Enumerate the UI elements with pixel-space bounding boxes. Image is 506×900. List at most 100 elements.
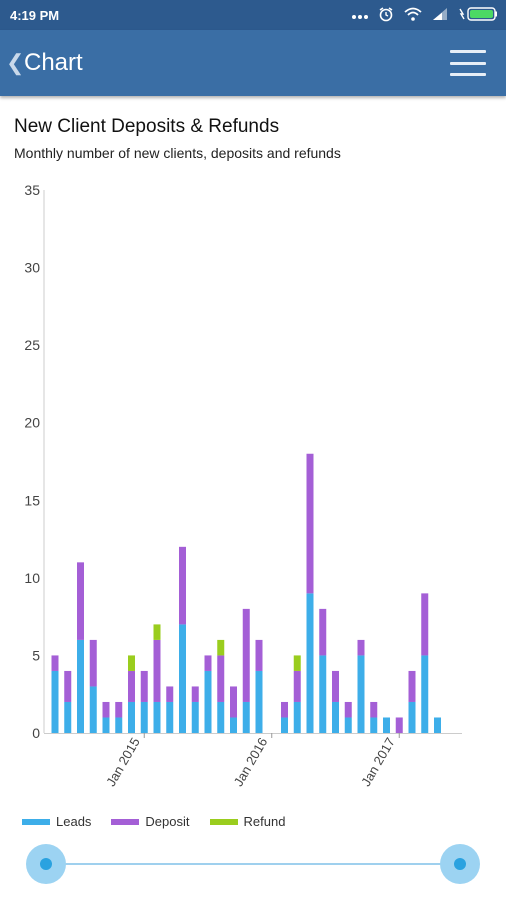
bar-deposit bbox=[191, 686, 199, 702]
y-tick-label: 30 bbox=[24, 260, 40, 276]
legend-swatch-leads bbox=[22, 818, 50, 825]
bar-leads bbox=[281, 717, 288, 733]
bar-deposit bbox=[408, 670, 416, 702]
wifi-icon bbox=[404, 7, 422, 24]
bar-deposit bbox=[128, 670, 135, 702]
bar-leads bbox=[255, 670, 263, 733]
x-tick-label: Jan 2015 bbox=[103, 735, 143, 789]
bar-leads bbox=[408, 701, 416, 733]
bar-deposit bbox=[357, 639, 365, 656]
bar-deposit bbox=[281, 701, 288, 718]
bar-leads bbox=[383, 717, 390, 733]
bar-leads bbox=[306, 593, 314, 733]
y-tick-label: 25 bbox=[24, 337, 40, 353]
legend-label-leads: Leads bbox=[56, 814, 92, 829]
bar-leads bbox=[128, 701, 135, 733]
chart-title: New Client Deposits & Refunds bbox=[14, 116, 280, 137]
y-tick-label: 0 bbox=[32, 725, 40, 741]
y-tick-label: 35 bbox=[24, 182, 40, 198]
bar-leads bbox=[344, 717, 352, 733]
more-icon bbox=[352, 8, 368, 23]
bar-refund bbox=[293, 655, 301, 671]
y-tick-label: 20 bbox=[24, 415, 40, 431]
hamburger-menu-icon[interactable] bbox=[450, 50, 486, 76]
legend-item-leads[interactable]: Leads bbox=[22, 814, 91, 829]
bar-leads bbox=[102, 717, 110, 733]
x-tick-label: Jan 2017 bbox=[358, 735, 398, 789]
alarm-icon bbox=[378, 6, 394, 25]
bar-leads bbox=[115, 717, 123, 733]
app-bar: ❮ Chart bbox=[0, 30, 506, 96]
status-time: 4:19 PM bbox=[10, 7, 60, 23]
bar-deposit bbox=[242, 608, 250, 702]
bar-leads bbox=[64, 701, 72, 733]
legend-item-deposit[interactable]: Deposit bbox=[111, 814, 190, 829]
bar-leads bbox=[434, 717, 441, 733]
bar-deposit bbox=[395, 717, 403, 733]
y-tick-label: 15 bbox=[24, 492, 40, 508]
bar-deposit bbox=[166, 686, 174, 702]
bar-leads bbox=[140, 701, 148, 733]
bar-leads bbox=[51, 670, 59, 733]
bar-deposit bbox=[217, 655, 225, 702]
bar-leads bbox=[242, 701, 250, 733]
legend-item-refund[interactable]: Refund bbox=[209, 814, 286, 829]
bar-leads bbox=[153, 701, 161, 733]
bar-deposit bbox=[51, 655, 59, 671]
bar-leads bbox=[89, 686, 97, 733]
status-icons bbox=[352, 6, 498, 25]
bar-leads bbox=[357, 655, 365, 733]
bar-leads bbox=[77, 639, 84, 733]
bar-leads bbox=[230, 717, 237, 733]
chevron-left-icon[interactable]: ❮ bbox=[6, 50, 25, 75]
bar-refund bbox=[128, 655, 135, 671]
legend-label-refund: Refund bbox=[243, 814, 286, 829]
range-slider-start-handle[interactable] bbox=[26, 844, 66, 884]
x-tick-label: Jan 2016 bbox=[231, 735, 271, 789]
bar-deposit bbox=[344, 701, 352, 718]
bar-deposit bbox=[179, 546, 186, 625]
legend-label-deposit: Deposit bbox=[145, 814, 190, 829]
stacked-bar-chart: 0 5 10 15 20 25 30 35 Jan 2015 Jan 2016 Jan 2017 bbox=[24, 182, 462, 789]
y-tick-label: 10 bbox=[24, 570, 40, 586]
bar-leads bbox=[332, 701, 339, 733]
bar-leads bbox=[179, 624, 186, 733]
bar-deposit bbox=[64, 670, 72, 702]
signal-icon bbox=[432, 7, 448, 24]
bar-deposit bbox=[421, 593, 429, 656]
bar-leads bbox=[166, 701, 174, 733]
bar-deposit bbox=[204, 655, 212, 671]
status-bar: 4:19 PM bbox=[0, 0, 506, 30]
bar-deposit bbox=[230, 686, 237, 718]
bar-deposit bbox=[115, 701, 123, 718]
range-slider-track[interactable] bbox=[46, 863, 460, 865]
bar-deposit bbox=[332, 670, 339, 702]
bar-leads bbox=[204, 670, 212, 733]
bar-deposit bbox=[102, 701, 110, 718]
bar-leads bbox=[319, 655, 327, 733]
bar-deposit bbox=[140, 670, 148, 702]
bar-leads bbox=[293, 701, 301, 733]
legend-swatch-refund bbox=[209, 818, 238, 825]
range-slider-end-handle[interactable] bbox=[440, 844, 480, 884]
bar-leads bbox=[191, 701, 199, 733]
app-title: Chart bbox=[24, 49, 83, 76]
bar-deposit bbox=[255, 639, 263, 671]
bar-deposit bbox=[77, 562, 84, 640]
y-tick-label: 5 bbox=[32, 647, 40, 663]
range-slider[interactable] bbox=[0, 840, 506, 890]
chart-legend: Leads Deposit Refund bbox=[22, 814, 285, 829]
bar-leads bbox=[217, 701, 225, 733]
bar-deposit bbox=[306, 453, 314, 594]
bar-leads bbox=[370, 717, 378, 733]
battery-icon bbox=[458, 7, 498, 24]
chart-subtitle: Monthly number of new clients, deposits … bbox=[14, 145, 341, 161]
legend-swatch-deposit bbox=[111, 818, 140, 825]
bar-refund bbox=[153, 624, 161, 640]
bar-refund bbox=[217, 639, 225, 656]
bar-deposit bbox=[319, 608, 327, 656]
bar-deposit bbox=[153, 639, 161, 702]
bar-deposit bbox=[370, 701, 378, 718]
bar-deposit bbox=[293, 670, 301, 702]
bar-leads bbox=[421, 655, 429, 733]
